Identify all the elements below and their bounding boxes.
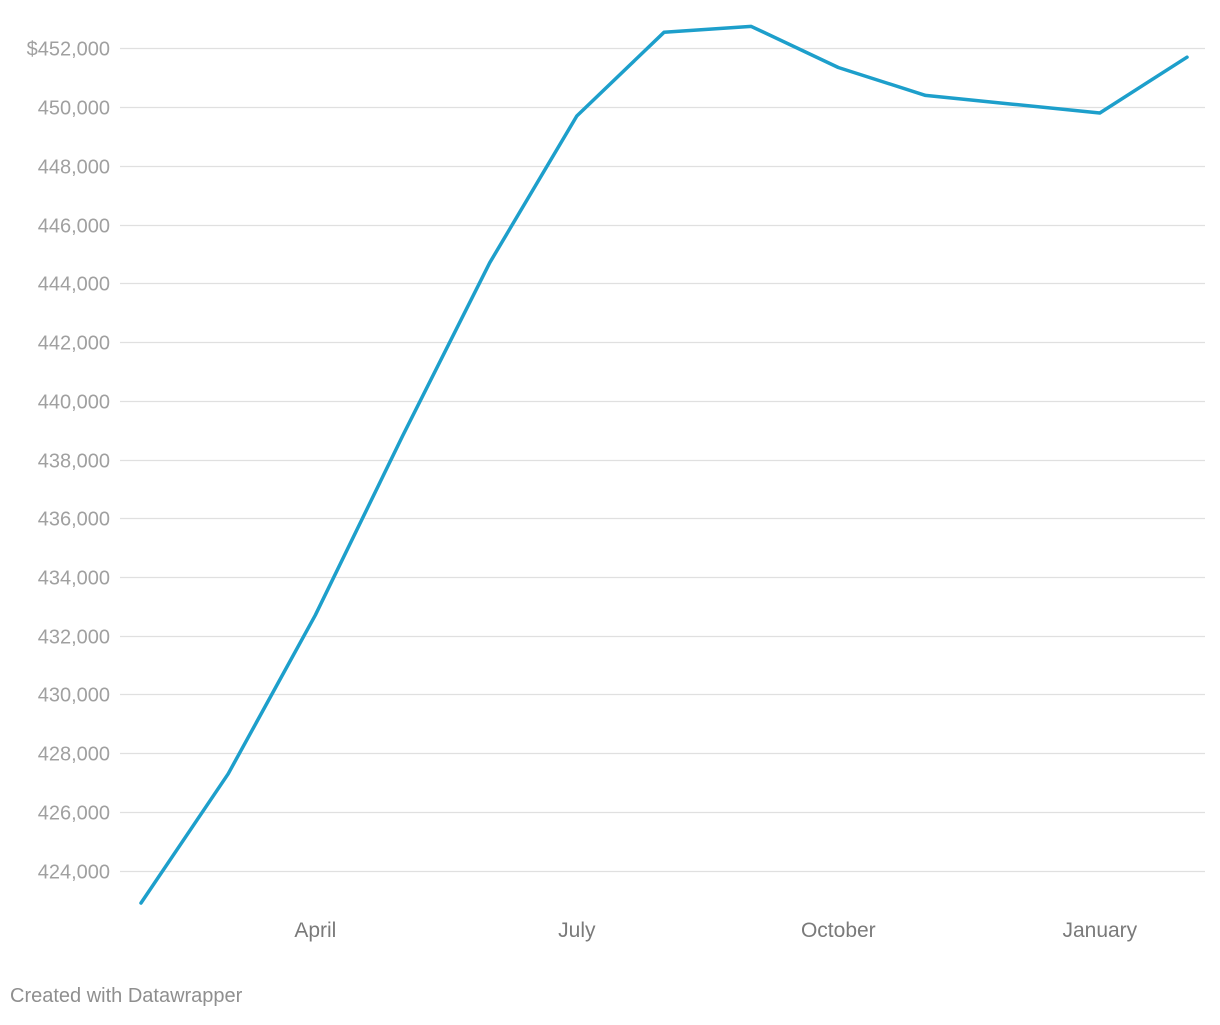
y-tick-label: $452,000: [27, 39, 110, 61]
x-axis-tick-labels: April July October January: [294, 919, 1137, 942]
y-tick-label: 438,000: [38, 451, 110, 473]
y-tick-label: 440,000: [38, 392, 110, 414]
y-tick-label: 436,000: [38, 509, 110, 531]
y-tick-label: 446,000: [38, 216, 110, 238]
y-tick-label: 448,000: [38, 157, 110, 179]
series-lines: [139, 24, 1189, 905]
y-axis-tick-labels: 424,000 426,000 428,000 430,000 432,000 434,0…: [27, 39, 110, 884]
y-tick-label: 428,000: [38, 744, 110, 766]
x-tick-label: October: [801, 919, 876, 942]
y-tick-label: 450,000: [38, 98, 110, 120]
y-tick-label: 434,000: [38, 568, 110, 590]
y-tick-label: 444,000: [38, 274, 110, 296]
y-tick-label: 442,000: [38, 333, 110, 355]
y-tick-label: 430,000: [38, 685, 110, 707]
x-tick-label: April: [294, 919, 336, 942]
x-tick-label: January: [1062, 919, 1137, 942]
series-line: [139, 24, 1189, 905]
gridlines: [120, 47, 1205, 873]
credit-text: Created with Datawrapper: [10, 985, 243, 1007]
y-tick-label: 426,000: [38, 803, 110, 825]
y-tick-label: 424,000: [38, 862, 110, 884]
y-tick-label: 432,000: [38, 627, 110, 649]
x-tick-label: July: [558, 919, 596, 942]
